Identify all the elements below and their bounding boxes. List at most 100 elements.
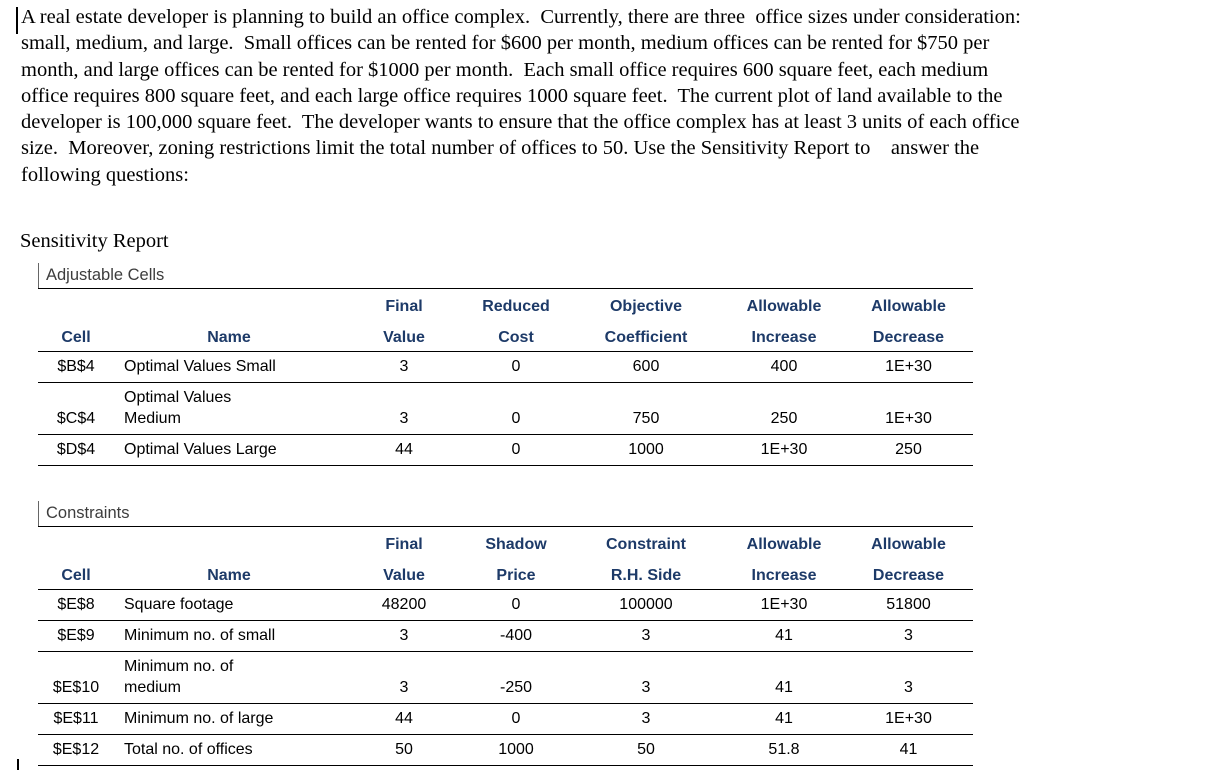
column-header: Cell [38, 320, 114, 352]
table-row: $E$12 Total no. of offices 50 1000 50 51… [38, 734, 973, 766]
allowable-increase: 1E+30 [724, 434, 844, 466]
constraints-table: Final Shadow Constraint Allowable Allowa… [38, 526, 973, 766]
allowable-increase: 250 [724, 382, 844, 435]
reduced-cost: 0 [464, 382, 568, 435]
column-header [114, 289, 344, 321]
sensitivity-report-title: Sensitivity Report [20, 230, 169, 252]
final-value: 3 [344, 382, 464, 435]
allowable-decrease: 250 [844, 434, 973, 466]
header-row-bottom: Cell Name Value Price R.H. Side Increase… [38, 558, 973, 590]
column-header: Name [114, 558, 344, 590]
page-edge-mark [17, 759, 19, 770]
allowable-increase: 1E+30 [724, 589, 844, 621]
allowable-decrease: 1E+30 [844, 382, 973, 435]
constraint-rhs: 3 [568, 703, 724, 735]
shadow-price: -400 [464, 620, 568, 652]
table-row: $E$11 Minimum no. of large 44 0 3 41 1E+… [38, 703, 973, 735]
header-row-top: Final Reduced Objective Allowable Allowa… [38, 289, 973, 321]
column-header: Reduced [482, 298, 550, 315]
final-value: 44 [344, 434, 464, 466]
column-header: Coefficient [568, 320, 724, 352]
final-value: 44 [344, 703, 464, 735]
constraint-name: Square footage [114, 589, 344, 621]
allowable-increase: 51.8 [724, 734, 844, 766]
objective-coefficient: 600 [568, 351, 724, 383]
column-header: Cost [464, 320, 568, 352]
cell-ref: $E$11 [38, 703, 114, 735]
column-header: Allowable [871, 298, 946, 315]
objective-coefficient: 750 [568, 382, 724, 435]
cell-ref: $E$8 [38, 589, 114, 621]
column-header: Price [464, 558, 568, 590]
shadow-price: 1000 [464, 734, 568, 766]
allowable-decrease: 41 [844, 734, 973, 766]
shadow-price: 0 [464, 589, 568, 621]
table-row: $C$4 Optimal Values Medium 3 0 750 250 1… [38, 382, 973, 435]
allowable-decrease: 3 [844, 620, 973, 652]
variable-name: Optimal Values Small [114, 351, 344, 383]
cell-ref: $B$4 [38, 351, 114, 383]
column-header: Value [344, 558, 464, 590]
final-value: 50 [344, 734, 464, 766]
constraint-name: Minimum no. of large [114, 703, 344, 735]
column-header: Final [385, 536, 423, 553]
cell-ref: $D$4 [38, 434, 114, 466]
column-header: Objective [609, 298, 683, 315]
cell-ref: $E$10 [38, 651, 114, 704]
constraint-name: Total no. of offices [114, 734, 344, 766]
constraint-rhs: 50 [568, 734, 724, 766]
shadow-price: 0 [464, 703, 568, 735]
text-cursor [16, 7, 18, 34]
column-header [38, 527, 114, 559]
shadow-price: -250 [464, 651, 568, 704]
column-header: Decrease [844, 320, 973, 352]
column-header: Increase [724, 558, 844, 590]
column-header: Constraint [606, 536, 686, 553]
table-row: $E$10 Minimum no. of medium 3 -250 3 41 … [38, 651, 973, 704]
column-header: Allowable [746, 536, 822, 553]
column-header: Shadow [485, 536, 547, 553]
column-header: Increase [724, 320, 844, 352]
header-row-top: Final Shadow Constraint Allowable Allowa… [38, 527, 973, 559]
variable-name: Optimal Values Medium [114, 382, 344, 435]
column-header: Final [385, 298, 423, 315]
reduced-cost: 0 [464, 351, 568, 383]
allowable-decrease: 51800 [844, 589, 973, 621]
allowable-increase: 400 [724, 351, 844, 383]
header-row-bottom: Cell Name Value Cost Coefficient Increas… [38, 320, 973, 352]
column-header: Allowable [746, 298, 822, 315]
allowable-decrease: 3 [844, 651, 973, 704]
variable-name: Optimal Values Large [114, 434, 344, 466]
allowable-decrease: 1E+30 [844, 351, 973, 383]
reduced-cost: 0 [464, 434, 568, 466]
allowable-increase: 41 [724, 703, 844, 735]
cell-ref: $E$12 [38, 734, 114, 766]
column-header: Decrease [844, 558, 973, 590]
final-value: 3 [344, 351, 464, 383]
column-header: R.H. Side [568, 558, 724, 590]
constraint-rhs: 3 [568, 620, 724, 652]
objective-coefficient: 1000 [568, 434, 724, 466]
allowable-increase: 41 [724, 651, 844, 704]
adjustable-cells-label: Adjustable Cells [38, 263, 164, 288]
column-header: Value [344, 320, 464, 352]
table-row: $B$4 Optimal Values Small 3 0 600 400 1E… [38, 351, 973, 383]
column-header [38, 289, 114, 321]
final-value: 48200 [344, 589, 464, 621]
constraint-name: Minimum no. of medium [114, 651, 344, 704]
constraint-name: Minimum no. of small [114, 620, 344, 652]
adjustable-cells-table: Final Reduced Objective Allowable Allowa… [38, 288, 973, 466]
table-row: $D$4 Optimal Values Large 44 0 1000 1E+3… [38, 434, 973, 466]
adjustable-cells-section: Adjustable Cells Final Reduced Objective… [38, 263, 973, 466]
cell-ref: $C$4 [38, 382, 114, 435]
column-header: Cell [38, 558, 114, 590]
problem-statement: A real estate developer is planning to b… [21, 6, 1021, 186]
cell-ref: $E$9 [38, 620, 114, 652]
column-header [114, 527, 344, 559]
final-value: 3 [344, 651, 464, 704]
table-row: $E$8 Square footage 48200 0 100000 1E+30… [38, 589, 973, 621]
constraint-rhs: 3 [568, 651, 724, 704]
allowable-decrease: 1E+30 [844, 703, 973, 735]
constraints-label: Constraints [38, 501, 129, 526]
constraint-rhs: 100000 [568, 589, 724, 621]
